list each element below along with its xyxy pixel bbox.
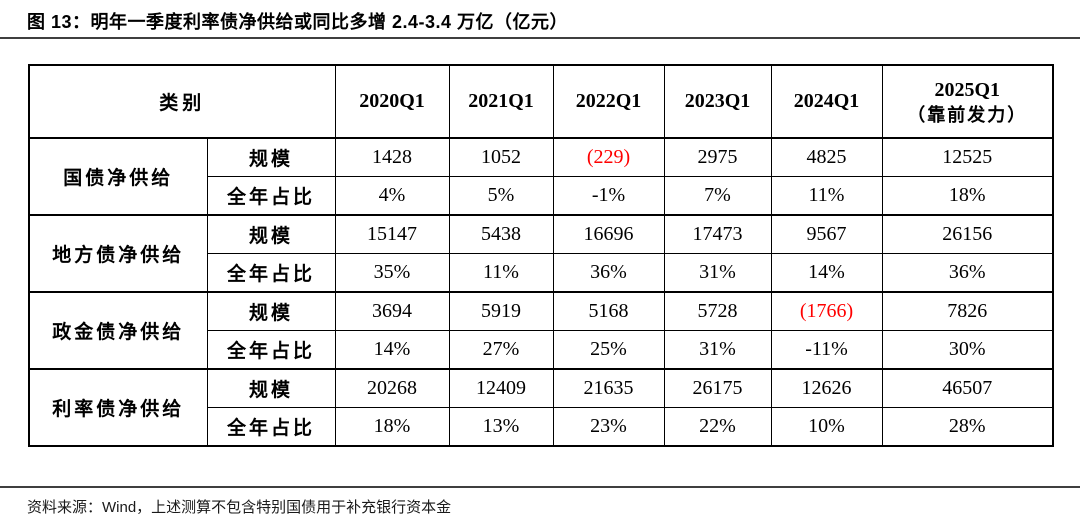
value-cell: 1428: [334, 137, 450, 177]
value-cell: 20268: [334, 368, 450, 408]
value-cell: 2975: [663, 137, 772, 177]
category-cell-3: 利率债净供给: [28, 368, 208, 447]
table-row-share-0: 全年占比 4% 5% -1% 7% 11% 18%: [29, 176, 1054, 216]
value-cell: 15147: [334, 214, 450, 254]
value-cell: 13%: [448, 407, 554, 447]
table-row-scale-0: 国债净供给 规模 1428 1052 (229) 2975 4825 12525: [28, 137, 1054, 216]
value-cell: (229): [552, 137, 665, 177]
category-column-header: 类别: [28, 64, 336, 139]
row-label-share: 全年占比: [206, 330, 336, 370]
value-cell: 30%: [881, 330, 1054, 370]
quarter-header-2023q1: 2023Q1: [663, 64, 772, 139]
table-row-scale-1: 地方债净供给 规模 15147 5438 16696 17473 9567 26156: [28, 214, 1054, 293]
source-divider-line: [0, 486, 1080, 488]
value-cell: 28%: [881, 407, 1054, 447]
value-cell: 18%: [334, 407, 450, 447]
row-label-share: 全年占比: [206, 253, 336, 293]
value-cell: 7826: [881, 291, 1054, 331]
value-cell: 21635: [552, 368, 665, 408]
value-cell: 10%: [770, 407, 883, 447]
value-cell: 3694: [334, 291, 450, 331]
table-header-row: 类别 2020Q1 2021Q1 2022Q1 2023Q1 2024Q1 20…: [28, 64, 1054, 139]
value-cell: 4825: [770, 137, 883, 177]
value-cell: 23%: [552, 407, 665, 447]
category-cell-1: 地方债净供给: [28, 214, 208, 293]
quarter-header-2021q1: 2021Q1: [448, 64, 554, 139]
row-label-share: 全年占比: [206, 407, 336, 447]
value-cell: 26156: [881, 214, 1054, 254]
value-cell: 5168: [552, 291, 665, 331]
value-cell: -1%: [552, 176, 665, 216]
row-label-scale: 规模: [206, 137, 336, 177]
title-divider-line: [0, 37, 1080, 39]
value-cell: 12409: [448, 368, 554, 408]
value-cell: 25%: [552, 330, 665, 370]
table-row-scale-2: 政金债净供给 规模 3694 5919 5168 5728 (1766) 7826: [28, 291, 1054, 370]
value-cell: 22%: [663, 407, 772, 447]
value-cell: 12626: [770, 368, 883, 408]
quarter-header-2025q1-line1: 2025Q1: [934, 78, 1001, 101]
value-cell: 27%: [448, 330, 554, 370]
value-cell: 5%: [448, 176, 554, 216]
row-label-scale: 规模: [206, 368, 336, 408]
value-cell: 36%: [552, 253, 665, 293]
bond-supply-table: 类别 2020Q1 2021Q1 2022Q1 2023Q1 2024Q1 20…: [28, 64, 1055, 447]
quarter-header-2020q1: 2020Q1: [334, 64, 450, 139]
value-cell: 14%: [334, 330, 450, 370]
value-cell: 17473: [663, 214, 772, 254]
value-cell: 12525: [881, 137, 1054, 177]
value-cell: 26175: [663, 368, 772, 408]
value-cell: (1766): [770, 291, 883, 331]
table-row-share-1: 全年占比 35% 11% 36% 31% 14% 36%: [29, 253, 1054, 293]
value-cell: 5728: [663, 291, 772, 331]
value-cell: 5919: [448, 291, 554, 331]
value-cell: 7%: [663, 176, 772, 216]
value-cell: 4%: [334, 176, 450, 216]
quarter-header-2024q1: 2024Q1: [770, 64, 883, 139]
value-cell: 36%: [881, 253, 1054, 293]
category-cell-2: 政金债净供给: [28, 291, 208, 370]
category-cell-0: 国债净供给: [28, 137, 208, 216]
row-label-share: 全年占比: [206, 176, 336, 216]
value-cell: 1052: [448, 137, 554, 177]
table-row-scale-3: 利率债净供给 规模 20268 12409 21635 26175 12626 46507: [28, 368, 1054, 447]
table-body: 国债净供给 规模 1428 1052 (229) 2975 4825 12525 全年占比 4% 5…: [28, 137, 1054, 447]
quarter-header-2025q1-line2: （靠前发力）: [907, 104, 1028, 125]
value-cell: 31%: [663, 253, 772, 293]
value-cell: 11%: [770, 176, 883, 216]
table-row-share-2: 全年占比 14% 27% 25% 31% -11% 30%: [29, 330, 1054, 370]
value-cell: 14%: [770, 253, 883, 293]
source-note: 资料来源：Wind，上述测算不包含特别国债用于补充银行资本金: [27, 499, 452, 516]
value-cell: 31%: [663, 330, 772, 370]
value-cell: 11%: [448, 253, 554, 293]
value-cell: 16696: [552, 214, 665, 254]
value-cell: 46507: [881, 368, 1054, 408]
row-label-scale: 规模: [206, 214, 336, 254]
figure-title: 图 13：明年一季度利率债净供给或同比多增 2.4-3.4 万亿（亿元）: [27, 12, 569, 32]
row-label-scale: 规模: [206, 291, 336, 331]
table-row-share-3: 全年占比 18% 13% 23% 22% 10% 28%: [29, 407, 1054, 447]
value-cell: -11%: [770, 330, 883, 370]
value-cell: 9567: [770, 214, 883, 254]
value-cell: 5438: [448, 214, 554, 254]
value-cell: 35%: [334, 253, 450, 293]
quarter-header-2022q1: 2022Q1: [552, 64, 665, 139]
quarter-header-2025q1: 2025Q1 （靠前发力）: [881, 64, 1054, 139]
value-cell: 18%: [881, 176, 1054, 216]
